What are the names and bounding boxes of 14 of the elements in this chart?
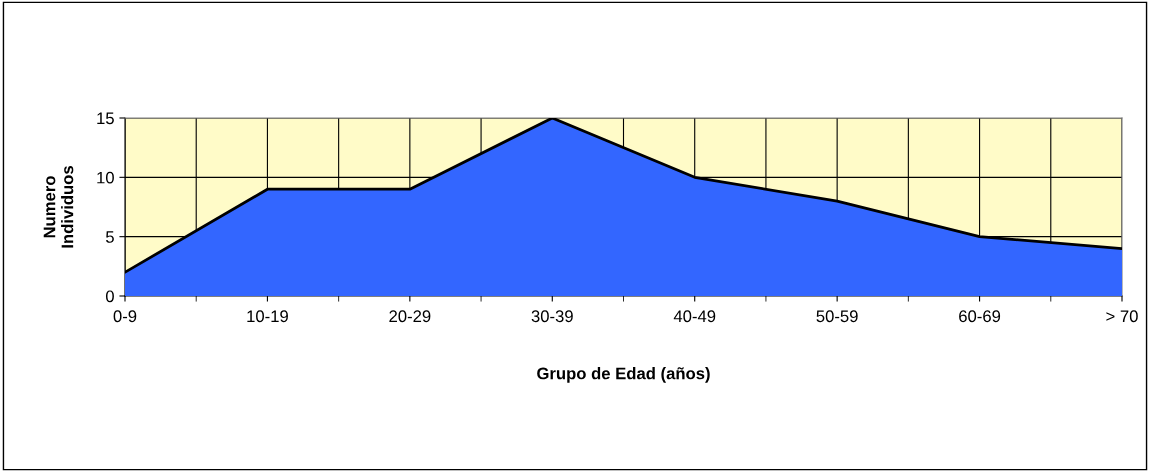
x-axis-title: Grupo de Edad (años)	[537, 367, 710, 383]
y-tick-label: 5	[105, 231, 114, 243]
x-tick-label: 0-9	[113, 310, 137, 323]
x-tick-label: 60-69	[959, 310, 1001, 323]
y-axis-title: Numero Individuos	[43, 166, 74, 248]
x-tick-label: 20-29	[389, 310, 431, 323]
x-tick-label: 40-49	[673, 310, 716, 323]
y-tick-label: 0	[105, 290, 114, 303]
x-tick-label: 30-39	[531, 310, 573, 323]
x-tick-label: 50-59	[816, 310, 858, 323]
y-tick-label: 15	[97, 112, 114, 125]
y-tick-label: 10	[97, 171, 114, 184]
x-tick-label: > 70	[1106, 310, 1138, 323]
x-tick-label: 10-19	[247, 310, 288, 323]
